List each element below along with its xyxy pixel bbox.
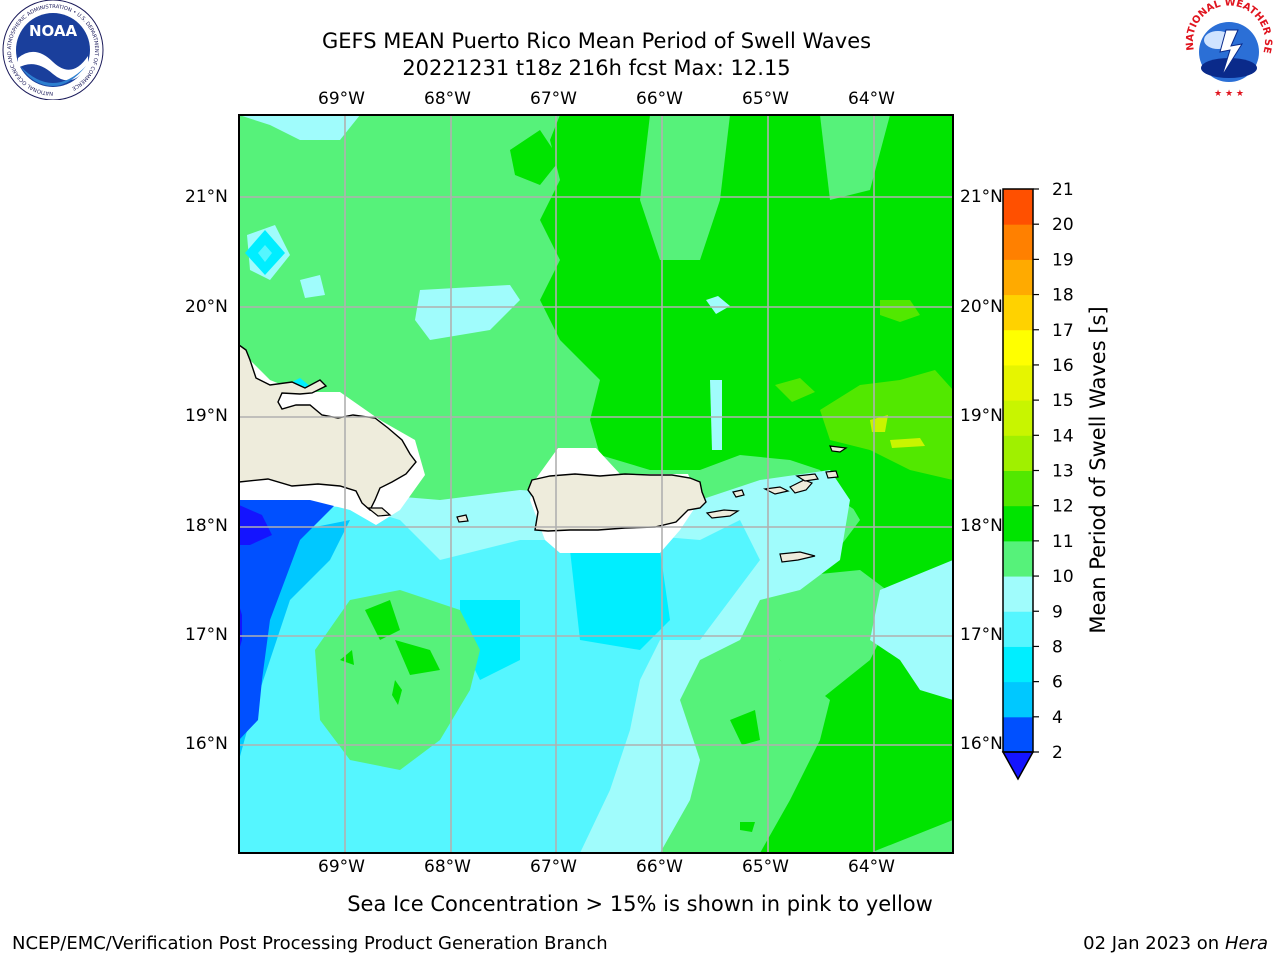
colorbar-tick-label: 11 (1052, 532, 1074, 552)
lat-label-left: 21°N (185, 187, 228, 207)
colorbar-segment (1003, 329, 1033, 366)
colorbar-tick-label: 4 (1052, 708, 1063, 728)
lon-label-bottom: 64°W (848, 857, 895, 877)
nws-logo: NATIONAL WEATHER SERVICE ★ ★ ★ (1176, 0, 1276, 99)
colorbar-tick-label: 17 (1052, 321, 1074, 341)
noaa-logo: NOAA NATIONAL OCEANIC AND ATMOSPHERIC AD… (2, 0, 104, 100)
colorbar-under-triangle (1001, 751, 1035, 781)
lat-label-right: 16°N (960, 734, 1003, 754)
colorbar-tick-label: 18 (1052, 286, 1074, 306)
colorbar-segment (1003, 646, 1033, 683)
colorbar-segment (1003, 435, 1033, 471)
colorbar-segment (1003, 189, 1033, 225)
lat-label-left: 17°N (185, 625, 228, 645)
footer-credit: NCEP/EMC/Verification Post Processing Pr… (12, 933, 608, 954)
colorbar-tick-label: 12 (1052, 497, 1074, 517)
lat-label-right: 17°N (960, 625, 1003, 645)
colorbar-tick-label: 9 (1052, 602, 1063, 622)
colorbar-tick-label: 20 (1052, 215, 1074, 235)
colorbar-tick-label: 21 (1052, 180, 1074, 200)
colorbar-tick-label: 6 (1052, 673, 1063, 693)
chart-title: GEFS MEAN Puerto Rico Mean Period of Swe… (321, 29, 872, 53)
colorbar-segment (1003, 259, 1033, 296)
svg-text:★ ★ ★: ★ ★ ★ (1214, 89, 1244, 99)
colorbar-tick-label: 8 (1052, 637, 1063, 657)
colorbar-tick-label: 19 (1052, 250, 1074, 270)
lon-label-top: 65°W (742, 89, 789, 109)
lat-label-right: 21°N (960, 187, 1003, 207)
colorbar-tick-label: 15 (1052, 391, 1074, 411)
lat-label-left: 20°N (185, 297, 228, 317)
colorbar-segment (1003, 470, 1033, 507)
lon-label-bottom: 65°W (742, 857, 789, 877)
lat-label-right: 19°N (960, 406, 1003, 426)
lon-label-bottom: 68°W (424, 857, 471, 877)
lat-label-left: 19°N (185, 406, 228, 426)
colorbar-segment (1003, 294, 1033, 331)
noaa-logo-text: NOAA (29, 22, 78, 40)
footer-machine: Hera (1224, 933, 1268, 954)
colorbar-tick-label: 16 (1052, 356, 1074, 376)
colorbar-tick-label: 2 (1052, 743, 1063, 763)
lon-label-bottom: 67°W (530, 857, 577, 877)
colorbar-tick-label: 13 (1052, 462, 1074, 482)
lat-label-right: 20°N (960, 297, 1003, 317)
lon-label-top: 69°W (318, 89, 365, 109)
colorbar-segment (1003, 364, 1033, 401)
colorbar-tick-label: 14 (1052, 426, 1074, 446)
sea-ice-note: Sea Ice Concentration > 15% is shown in … (347, 892, 933, 916)
footer-date: 02 Jan 2023 on Hera (1083, 933, 1268, 955)
colorbar-segment (1003, 224, 1033, 260)
lon-label-top: 67°W (530, 89, 577, 109)
map-frame (238, 114, 954, 854)
lon-label-bottom: 66°W (636, 857, 683, 877)
colorbar-segment (1003, 400, 1033, 436)
colorbar: 2 4 6 8 9 10 11 12 13 14 15 16 17 18 19 20 21 (1001, 180, 1074, 781)
colorbar-segment (1003, 540, 1033, 577)
lat-label-left: 18°N (185, 516, 228, 536)
chart-subtitle: 20221231 t18z 216h fcst Max: 12.15 (402, 56, 791, 80)
lon-label-bottom: 69°W (318, 857, 365, 877)
colorbar-segment (1003, 681, 1033, 718)
lat-label-left: 16°N (185, 734, 228, 754)
lat-label-right: 18°N (960, 516, 1003, 536)
lon-label-top: 66°W (636, 89, 683, 109)
lon-label-top: 68°W (424, 89, 471, 109)
map-gridlines (239, 115, 953, 853)
colorbar-segment (1003, 505, 1033, 542)
colorbar-tick-label: 10 (1052, 567, 1074, 587)
hispaniola (239, 344, 417, 512)
colorbar-segment (1003, 576, 1033, 612)
colorbar-title: Mean Period of Swell Waves [s] (1086, 306, 1110, 634)
footer-date-text: 02 Jan 2023 on (1083, 933, 1225, 954)
colorbar-segment (1003, 716, 1033, 753)
colorbar-segment (1003, 611, 1033, 647)
lon-label-top: 64°W (848, 89, 895, 109)
